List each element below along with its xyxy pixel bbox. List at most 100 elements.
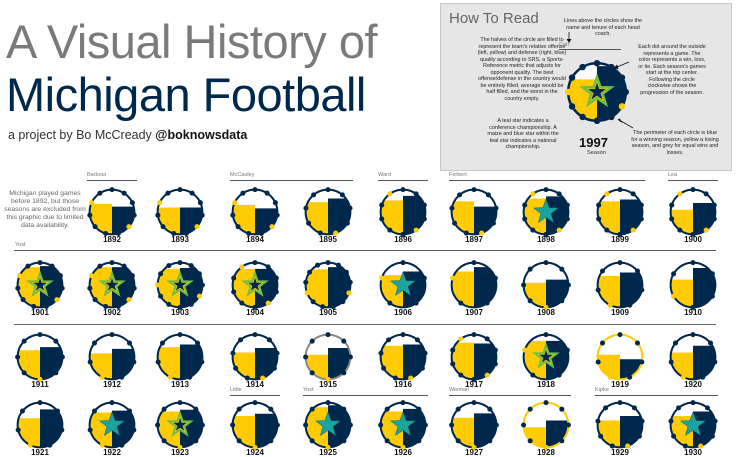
s1899-game-dot xyxy=(604,227,610,233)
s1903-game-dot xyxy=(188,301,194,307)
s1920-game-dot xyxy=(712,359,718,365)
s1895-game-dot xyxy=(339,192,345,198)
s1928-defense-fill xyxy=(546,420,569,448)
s1896-game-dot xyxy=(421,216,427,222)
s1930-game-dot xyxy=(676,405,682,411)
s1928-game-dot xyxy=(543,400,549,406)
s1913-game-dot xyxy=(159,340,166,346)
s1905-game-dot xyxy=(330,304,336,310)
s1914-offense-fill xyxy=(232,352,255,380)
s1910-game-dot xyxy=(709,293,715,299)
s1903-game-dot xyxy=(158,293,164,299)
s1901-game-dot xyxy=(17,273,23,279)
coach-name: McCauley xyxy=(230,172,255,178)
season-circle-1915[interactable] xyxy=(300,329,356,385)
season-circle-1918[interactable] xyxy=(518,329,574,385)
season-circle-1927[interactable] xyxy=(446,397,502,453)
s1897-game-dot xyxy=(479,230,485,236)
season-circle-1925[interactable] xyxy=(300,397,356,453)
season-circle-1902[interactable] xyxy=(84,257,140,313)
season-circle-1909[interactable] xyxy=(592,257,648,313)
s1916-game-dot xyxy=(408,375,414,381)
season-circle-1894[interactable] xyxy=(227,184,283,240)
season-circle-1901[interactable] xyxy=(12,257,68,313)
season-circle-1922[interactable] xyxy=(84,397,140,453)
season-circle-1898[interactable] xyxy=(518,184,574,240)
s1893-game-dot xyxy=(194,224,200,230)
s1903-game-dot xyxy=(196,293,202,299)
season-circle-1895[interactable] xyxy=(300,184,356,240)
s1892-game-dot xyxy=(115,230,121,237)
s1905-game-dot xyxy=(320,304,326,310)
s1913-game-dot xyxy=(194,340,201,346)
season-circle-1929[interactable] xyxy=(592,397,648,453)
s1930-game-dot xyxy=(709,433,715,439)
season-circle-1897[interactable] xyxy=(446,184,502,240)
s1919-game-dot xyxy=(595,359,601,365)
note-perimeter: The perimeter of each circle is blue for… xyxy=(631,130,719,156)
season-circle-1913[interactable] xyxy=(152,329,208,385)
season-circle-1921[interactable] xyxy=(12,397,68,453)
season-circle-1893[interactable] xyxy=(152,184,208,240)
season-circle-1920[interactable] xyxy=(665,329,721,385)
s1907-game-dot xyxy=(450,275,456,281)
s1893-game-dot xyxy=(155,212,161,218)
season-circle-1892[interactable] xyxy=(84,184,140,240)
s1926-game-dot xyxy=(416,406,422,412)
s1917-game-dot xyxy=(471,376,477,382)
coach-name: Yost xyxy=(303,387,314,393)
s1929-game-dot xyxy=(603,405,609,411)
s1927-game-dot xyxy=(487,406,493,412)
s1903-game-dot xyxy=(196,271,202,277)
season-circle-1903[interactable] xyxy=(152,257,208,313)
s1899-game-dot xyxy=(630,227,636,233)
s1923-game-dot xyxy=(193,438,199,444)
season-circle-1928[interactable] xyxy=(518,397,574,453)
season-circle-1899[interactable] xyxy=(592,184,648,240)
s1923-game-dot xyxy=(177,400,183,406)
season-circle-1904[interactable] xyxy=(227,257,283,313)
s1923-game-dot xyxy=(177,444,183,450)
s1908-game-dot xyxy=(559,266,565,272)
season-circle-1916[interactable] xyxy=(375,329,431,385)
s1926-game-dot xyxy=(384,406,390,412)
season-circle-1906[interactable] xyxy=(375,257,431,313)
season-circle-1930[interactable] xyxy=(665,397,721,453)
s1930-game-dot xyxy=(698,443,704,449)
season-circle-1926[interactable] xyxy=(375,397,431,453)
s1893-game-dot xyxy=(177,187,183,193)
season-circle-1907[interactable] xyxy=(446,257,502,313)
example-game-dot xyxy=(579,63,586,71)
season-circle-1923[interactable] xyxy=(152,397,208,453)
s1908-game-dot xyxy=(565,282,571,288)
s1919-game-dot xyxy=(639,359,645,365)
s1904-defense-fill xyxy=(255,268,278,308)
s1922-game-dot xyxy=(91,408,98,414)
s1897-game-dot xyxy=(493,205,499,211)
s1911-offense-fill xyxy=(17,350,40,380)
s1906-game-dot xyxy=(387,300,393,306)
s1925-game-dot xyxy=(325,400,331,406)
season-circle-1914[interactable] xyxy=(227,329,283,385)
season-circle-1900[interactable] xyxy=(665,184,721,240)
s1892-game-dot xyxy=(121,190,127,196)
s1927-game-dot xyxy=(493,422,499,428)
s1929-offense-fill xyxy=(597,420,620,448)
coach-name: Lea xyxy=(668,172,678,178)
season-circle-1924[interactable] xyxy=(227,397,283,453)
season-circle-1911[interactable] xyxy=(12,329,68,385)
example-year: 1997 xyxy=(579,135,608,150)
s1896-game-dot xyxy=(413,227,419,233)
season-circle-1910[interactable] xyxy=(665,257,721,313)
s1911-game-dot xyxy=(37,376,43,382)
s1921-game-dot xyxy=(19,408,26,414)
season-circle-1912[interactable] xyxy=(84,329,140,385)
season-circle-1896[interactable] xyxy=(375,184,431,240)
season-circle-1917[interactable] xyxy=(446,329,502,385)
season-circle-1919[interactable] xyxy=(592,329,648,385)
s1897-game-dot xyxy=(490,220,496,226)
s1896-game-dot xyxy=(400,231,406,237)
season-circle-1905[interactable] xyxy=(300,257,356,313)
season-circle-1908[interactable] xyxy=(518,257,574,313)
byline-handle-link[interactable]: @boknowsdata xyxy=(155,128,248,142)
